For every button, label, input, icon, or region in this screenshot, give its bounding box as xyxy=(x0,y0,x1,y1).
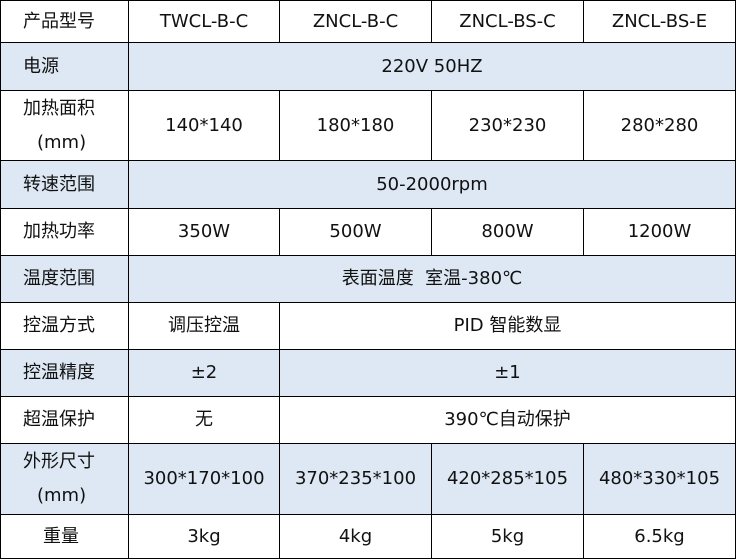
row-label: 外形尺寸 (mm) xyxy=(0,443,129,515)
row-label: 加热功率 xyxy=(0,208,129,256)
cell: 800W xyxy=(431,208,584,256)
header-row: 产品型号 TWCL-B-C ZNCL-B-C ZNCL-BS-C ZNCL-BS… xyxy=(0,0,736,43)
row-label: 控温精度 xyxy=(0,349,129,397)
row-dimensions: 外形尺寸 (mm) 300*170*100 370*235*100 420*285… xyxy=(0,443,736,515)
row-label: 重量 xyxy=(0,514,129,559)
row-label: 电源 xyxy=(0,42,129,91)
cell: 480*330*105 xyxy=(583,443,736,515)
row-overheat: 超温保护 无 390℃自动保护 xyxy=(0,396,736,444)
cell: 180*180 xyxy=(279,90,432,161)
row-label: 控温方式 xyxy=(0,302,129,350)
model-name: ZNCL-B-C xyxy=(279,0,432,43)
row-weight: 重量 3kg 4kg 5kg 6.5kg xyxy=(0,514,736,559)
row-heating-power: 加热功率 350W 500W 800W 1200W xyxy=(0,208,736,256)
label-line: (mm) xyxy=(37,131,87,153)
row-speed: 转速范围 50-2000rpm xyxy=(0,160,736,209)
row-value: 表面温度 室温-380℃ xyxy=(128,255,736,303)
cell: 无 xyxy=(128,396,280,444)
cell: 300*170*100 xyxy=(128,443,280,515)
cell: PID 智能数显 xyxy=(279,302,736,350)
model-name: ZNCL-BS-C xyxy=(431,0,584,43)
row-value: 50-2000rpm xyxy=(128,160,736,209)
cell: 500W xyxy=(279,208,432,256)
row-power: 电源 220V 50HZ xyxy=(0,42,736,91)
row-value: 220V 50HZ xyxy=(128,42,736,91)
label-line: 外形尺寸 xyxy=(23,451,95,472)
row-label: 加热面积 (mm) xyxy=(0,90,129,161)
row-control-mode: 控温方式 调压控温 PID 智能数显 xyxy=(0,302,736,350)
cell: 280*280 xyxy=(583,90,736,161)
row-label: 转速范围 xyxy=(0,160,129,209)
cell: 140*140 xyxy=(128,90,280,161)
cell: 230*230 xyxy=(431,90,584,161)
cell: 5kg xyxy=(431,514,584,559)
row-heating-area: 加热面积 (mm) 140*140 180*180 230*230 280*280 xyxy=(0,90,736,161)
label-line: 加热面积 xyxy=(23,97,95,119)
row-label: 超温保护 xyxy=(0,396,129,444)
header-label: 产品型号 xyxy=(0,0,129,43)
cell: ±2 xyxy=(128,349,280,397)
cell: ±1 xyxy=(279,349,736,397)
row-precision: 控温精度 ±2 ±1 xyxy=(0,349,736,397)
row-temp-range: 温度范围 表面温度 室温-380℃ xyxy=(0,255,736,303)
cell: 370*235*100 xyxy=(279,443,432,515)
model-name: ZNCL-BS-E xyxy=(583,0,736,43)
cell: 350W xyxy=(128,208,280,256)
cell: 调压控温 xyxy=(128,302,280,350)
cell: 3kg xyxy=(128,514,280,559)
cell: 4kg xyxy=(279,514,432,559)
cell: 6.5kg xyxy=(583,514,736,559)
row-label: 温度范围 xyxy=(0,255,129,303)
cell: 390℃自动保护 xyxy=(279,396,736,444)
model-name: TWCL-B-C xyxy=(128,0,280,43)
label-line: (mm) xyxy=(37,485,87,506)
cell: 1200W xyxy=(583,208,736,256)
cell: 420*285*105 xyxy=(431,443,584,515)
